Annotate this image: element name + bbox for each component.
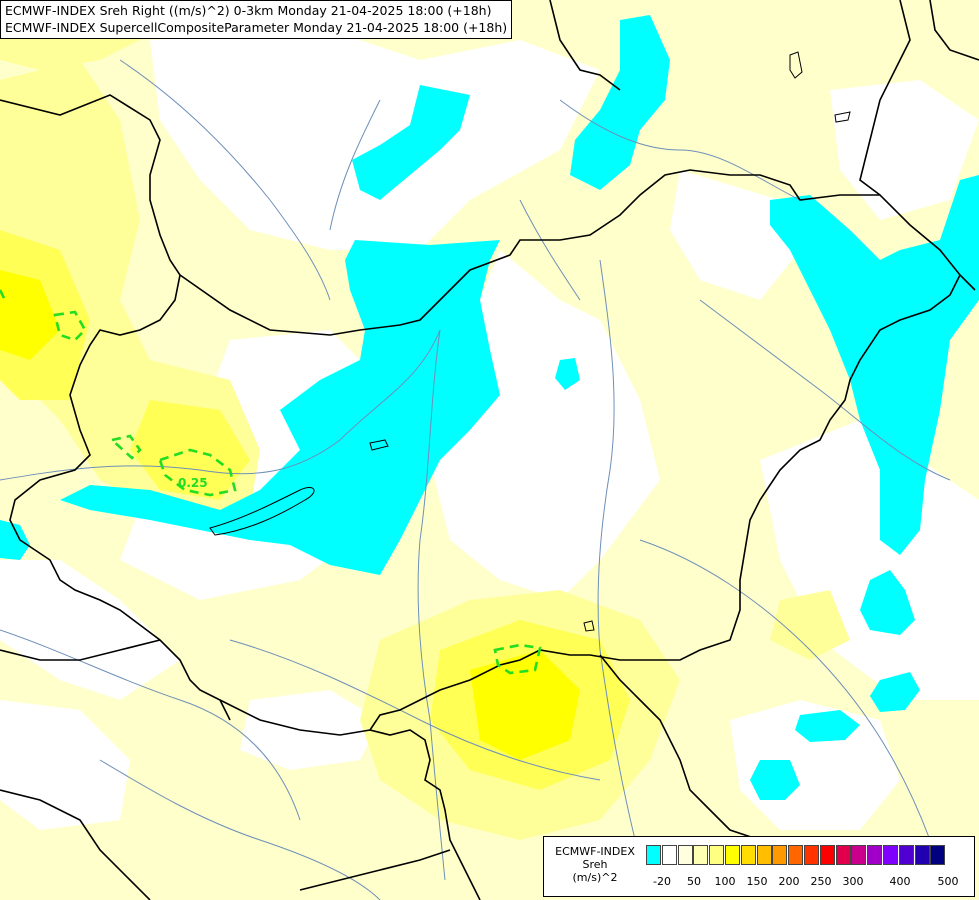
- legend-tick-label: 300: [842, 875, 864, 888]
- sreh-peak-areas: [0, 270, 580, 760]
- legend-swatch: [740, 845, 756, 865]
- scp-contours: [0, 289, 542, 675]
- legend-swatch: [819, 845, 835, 865]
- legend-swatch: [867, 845, 883, 865]
- legend-swatch: [756, 845, 772, 865]
- legend-swatch: [772, 845, 788, 865]
- legend-swatch: [835, 845, 851, 865]
- legend-tick-label: 50: [687, 875, 701, 888]
- legend-swatch: [803, 845, 819, 865]
- legend-swatch: [709, 845, 725, 865]
- contour-label: 0.25: [178, 476, 208, 490]
- legend-swatch: [677, 845, 693, 865]
- legend-swatch: [724, 845, 740, 865]
- legend-swatch: [788, 845, 804, 865]
- legend-swatch: [882, 845, 898, 865]
- legend-swatch: [693, 845, 709, 865]
- legend-title-line: (m/s)^2: [572, 871, 618, 884]
- legend-tick-label: -20: [653, 875, 671, 888]
- sreh-negative-areas: [0, 15, 979, 800]
- legend-tick-label: 500: [937, 875, 959, 888]
- title-line-1: ECMWF-INDEX Sreh Right ((m/s)^2) 0-3km M…: [5, 3, 492, 18]
- legend-tick-label: 250: [810, 875, 832, 888]
- legend-tick-label: 150: [746, 875, 768, 888]
- rivers: [0, 59, 951, 900]
- legend-swatch: [851, 845, 867, 865]
- legend-swatch: [898, 845, 914, 865]
- title-line-2: ECMWF-INDEX SupercellCompositeParameter …: [5, 20, 508, 35]
- legend-tick-label: 200: [778, 875, 800, 888]
- legend-swatches: [646, 845, 946, 865]
- legend-title: ECMWF-INDEX Sreh (m/s)^2: [550, 845, 640, 884]
- legend-title-line: Sreh: [582, 858, 608, 871]
- legend-ticks: -2050100150200250300400500700: [646, 875, 976, 889]
- legend-swatch: [930, 845, 946, 865]
- legend-title-line: ECMWF-INDEX: [555, 845, 635, 858]
- legend-swatch: [914, 845, 930, 865]
- legend-swatch: [646, 845, 661, 865]
- map-title-box: ECMWF-INDEX Sreh Right ((m/s)^2) 0-3km M…: [0, 0, 513, 39]
- lakes: [209, 51, 851, 632]
- color-legend: ECMWF-INDEX Sreh (m/s)^2 -20 50 100 150 200 2…: [543, 836, 975, 897]
- legend-tick-label: 400: [889, 875, 911, 888]
- legend-swatch: [661, 845, 677, 865]
- legend-tick-label: 100: [714, 875, 736, 888]
